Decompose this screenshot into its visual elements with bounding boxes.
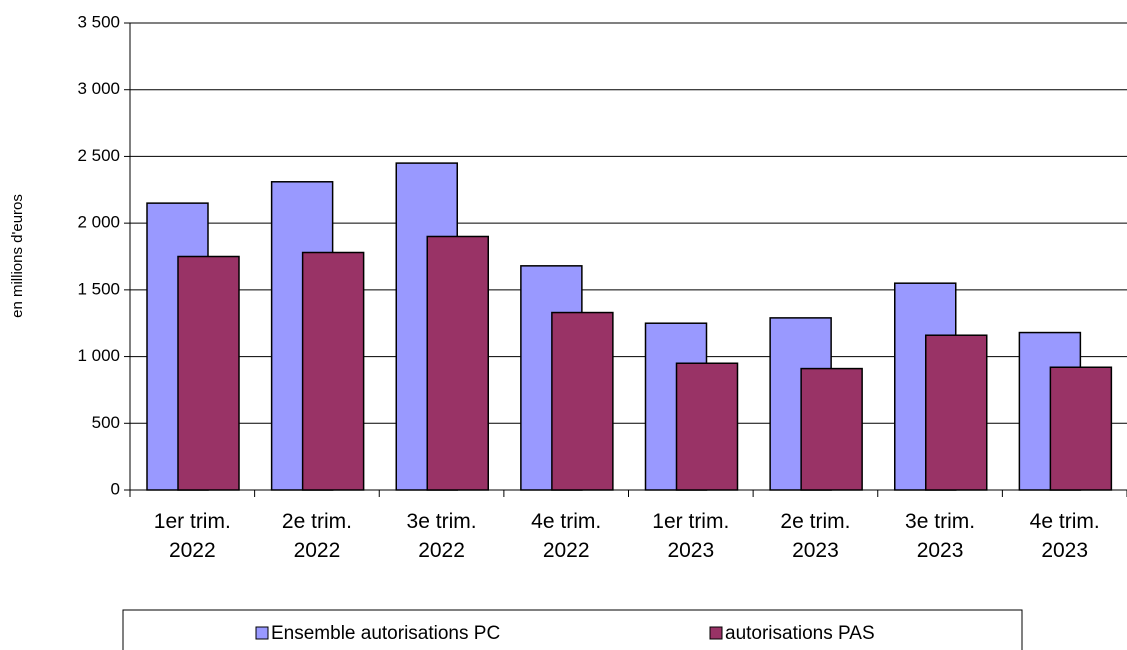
legend-box	[122, 609, 1023, 650]
bar	[675, 362, 739, 491]
x-tick-label: 3e trim. 2023	[905, 510, 976, 562]
x-tick-label: 2e trim. 2022	[281, 510, 352, 562]
bar	[1049, 366, 1113, 491]
legend-swatch	[255, 626, 269, 640]
bar	[800, 367, 863, 491]
legend-label: Ensemble autorisations PC	[271, 623, 500, 644]
x-tick-label: 1er trim. 2022	[153, 510, 231, 562]
y-tick-label: 1 000	[77, 346, 120, 365]
legend-swatch	[709, 626, 723, 640]
bar	[551, 311, 614, 491]
bar	[925, 334, 988, 491]
x-tick-label: 4e trim. 2023	[1029, 510, 1100, 562]
legend-label: autorisations PAS	[725, 623, 875, 644]
bar	[177, 255, 240, 491]
x-tick-label: 4e trim. 2022	[531, 510, 602, 562]
x-tick-label: 3e trim. 2022	[406, 510, 477, 562]
y-tick-label: 0	[111, 479, 120, 498]
y-axis-label: en millions d'euros	[9, 194, 26, 318]
y-tick-label: 1 500	[77, 279, 120, 298]
bar	[426, 235, 489, 491]
bar	[301, 251, 365, 491]
y-tick-label: 2 500	[77, 146, 120, 165]
y-tick-label: 3 500	[77, 12, 120, 31]
x-tick-label: 2e trim. 2023	[780, 510, 851, 562]
x-tick-label: 1er trim. 2023	[652, 510, 730, 562]
y-tick-label: 3 000	[77, 79, 120, 98]
y-tick-label: 500	[92, 413, 120, 432]
y-tick-label: 2 000	[77, 213, 120, 232]
